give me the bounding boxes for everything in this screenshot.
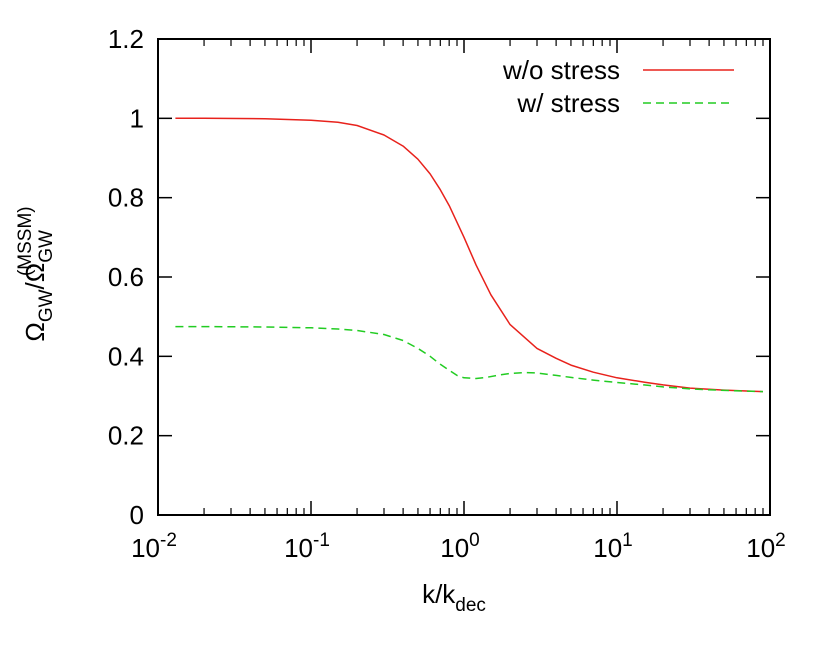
series-line-0 xyxy=(175,117,764,393)
y-tick-label: 0.2 xyxy=(108,421,144,451)
y-axis-label: ΩGW/ΩGW(MSSM) xyxy=(15,206,57,341)
x-axis-label-sub: dec xyxy=(455,595,486,616)
x-tick-label: 102 xyxy=(746,530,786,563)
y-tick-label: 0.6 xyxy=(108,262,144,292)
y-tick-label: 0.4 xyxy=(108,341,144,371)
series-line-1 xyxy=(175,325,764,393)
y-axis-label-sub2: GW xyxy=(36,230,57,263)
x-tick-label: 10-2 xyxy=(131,530,177,563)
y-tick-label: 1 xyxy=(130,103,144,133)
legend: w/o stress w/ stress xyxy=(502,55,734,118)
y-axis-label-slash: /Ω xyxy=(20,263,50,290)
x-tick-label: 100 xyxy=(440,530,480,563)
y-tick-label: 0.8 xyxy=(108,183,144,213)
ticks-layer xyxy=(157,38,771,516)
lines-layer xyxy=(175,117,764,393)
legend-label-wo-stress: w/o stress xyxy=(502,55,620,85)
plot-frame xyxy=(157,38,771,516)
tick-labels-layer: 0 0.2 0.4 0.6 0.8 1 1.2 10-2 10-1 100 101 102 xyxy=(108,24,786,563)
y-tick-label: 1.2 xyxy=(108,24,144,54)
x-axis-label-main: k/k xyxy=(422,579,456,609)
x-tick-label: 101 xyxy=(593,530,633,563)
y-axis-label-main1: Ω xyxy=(20,322,50,341)
legend-label-w-stress: w/ stress xyxy=(516,88,620,118)
y-axis-label-sup2: (MSSM) xyxy=(15,206,36,276)
x-tick-label: 10-1 xyxy=(284,530,330,563)
y-axis-label-sub1: GW xyxy=(36,289,57,322)
x-axis-label: k/kdec xyxy=(422,579,486,616)
y-tick-label: 0 xyxy=(130,500,144,530)
